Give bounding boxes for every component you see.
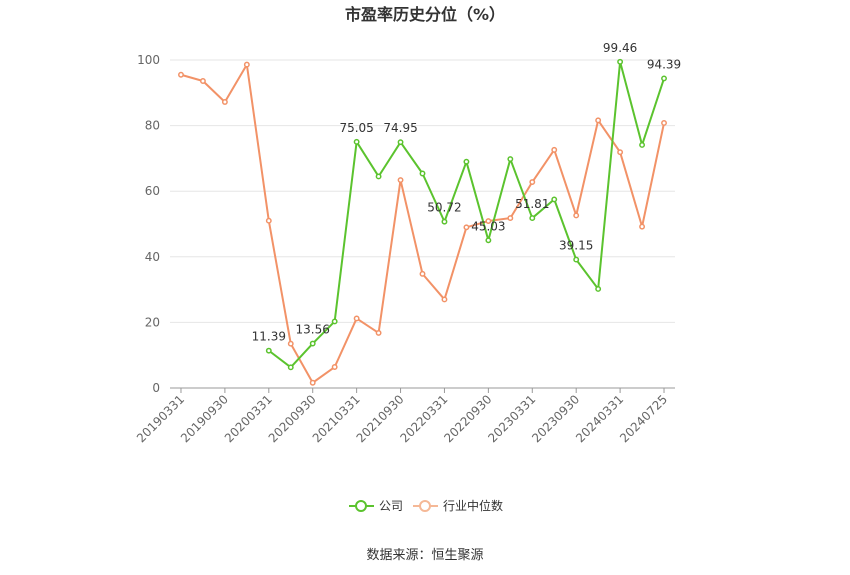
- point-company: [617, 58, 624, 65]
- point-industry: [485, 218, 492, 224]
- y-tick-label: 80: [145, 119, 160, 133]
- point-company: [485, 237, 492, 244]
- point-industry: [529, 179, 536, 185]
- point-industry: [463, 224, 470, 231]
- legend[interactable]: 公司 行业中位数: [349, 498, 503, 513]
- point-industry: [661, 120, 667, 126]
- point-industry: [178, 71, 184, 78]
- legend-industry-label: 行业中位数: [443, 498, 503, 513]
- point-industry: [287, 340, 294, 347]
- point-industry: [199, 78, 206, 84]
- legend-item-company[interactable]: 公司: [349, 499, 403, 513]
- data-labels: 11.39 13.56 75.05 74.95 50.72 45.03 51.81 39.15…: [252, 41, 682, 344]
- point-industry: [595, 117, 602, 124]
- data-label-company: 13.56: [296, 323, 330, 337]
- data-label-company: 51.81: [515, 197, 549, 211]
- point-industry: [573, 212, 580, 219]
- point-company: [331, 318, 338, 325]
- series-group: [178, 58, 667, 386]
- series-line-company: [268, 60, 665, 369]
- legend-item-industry[interactable]: 行业中位数: [413, 498, 503, 513]
- data-label-company: 75.05: [339, 121, 373, 135]
- point-company: [507, 156, 514, 163]
- legend-company-marker: [355, 500, 367, 512]
- y-tick-label: 100: [137, 53, 160, 67]
- chart-title: 市盈率历史分位（%）: [345, 5, 505, 24]
- point-company: [551, 196, 558, 203]
- point-company: [595, 285, 602, 292]
- data-label-company: 11.39: [252, 330, 286, 344]
- point-industry: [419, 270, 426, 277]
- point-company: [375, 173, 382, 180]
- point-company: [309, 340, 316, 347]
- point-company: [353, 138, 360, 145]
- data-label-company: 74.95: [383, 121, 417, 135]
- point-company: [397, 139, 404, 146]
- point-industry: [243, 61, 250, 68]
- x-tick-label: 20240725: [617, 392, 670, 445]
- point-industry: [331, 364, 338, 370]
- point-company: [419, 170, 426, 177]
- point-company: [661, 75, 667, 82]
- y-tick-label: 40: [145, 250, 160, 264]
- data-label-company: 94.39: [647, 57, 681, 71]
- point-company: [441, 218, 448, 225]
- y-axis-ticks: 0 20 40 60 80 100: [137, 53, 160, 395]
- data-label-company: 99.46: [603, 41, 637, 55]
- point-industry: [265, 217, 272, 224]
- point-industry: [551, 146, 558, 153]
- point-company: [639, 142, 646, 148]
- data-label-company: 39.15: [559, 239, 593, 253]
- y-tick-label: 60: [145, 184, 160, 198]
- grid-lines: [170, 59, 675, 323]
- y-tick-label: 20: [145, 315, 160, 329]
- point-industry: [221, 99, 228, 105]
- point-industry: [507, 215, 514, 222]
- point-company: [573, 256, 580, 263]
- point-industry: [353, 315, 360, 322]
- point-industry: [309, 379, 316, 386]
- legend-company-label: 公司: [379, 499, 403, 513]
- point-company: [529, 215, 536, 222]
- legend-industry-marker: [419, 500, 431, 512]
- point-company: [287, 364, 294, 371]
- point-industry: [375, 329, 382, 336]
- point-industry: [441, 296, 448, 303]
- point-industry: [397, 177, 404, 183]
- point-industry: [617, 149, 624, 156]
- y-tick-label: 0: [152, 381, 160, 395]
- point-company: [265, 347, 272, 354]
- data-label-company: 45.03: [471, 219, 505, 233]
- data-label-company: 50.72: [427, 201, 461, 215]
- point-company: [463, 158, 470, 165]
- source-text: 数据来源：恒生聚源: [366, 548, 483, 563]
- point-industry: [639, 223, 646, 230]
- x-axis: 2019033120190930202003312020093020210331…: [134, 387, 675, 445]
